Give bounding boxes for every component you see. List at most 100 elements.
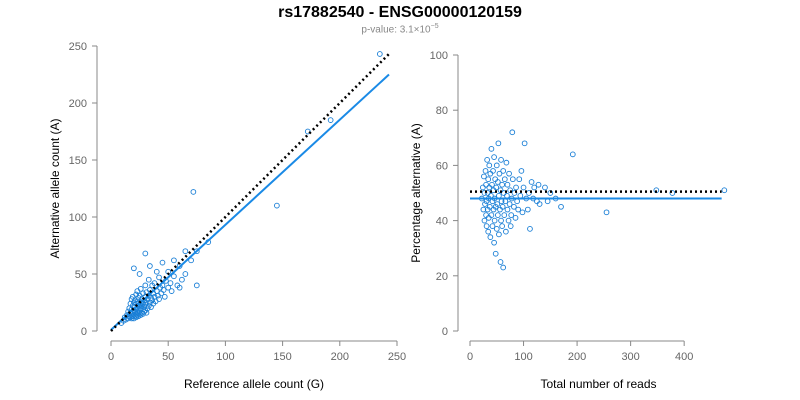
data-point [496, 170, 503, 177]
y-tick-label: 250 [69, 41, 87, 53]
y-tick-label: 60 [436, 160, 448, 172]
data-point [491, 239, 497, 246]
data-point [503, 159, 510, 166]
data-point [501, 176, 508, 183]
data-point [569, 151, 576, 158]
data-point [182, 248, 189, 255]
y-axis-label-right: Percentage alternative (A) [409, 123, 423, 262]
data-point [165, 284, 172, 291]
data-point [492, 250, 499, 257]
data-point [488, 145, 495, 152]
data-point [721, 187, 728, 194]
data-point [145, 276, 152, 283]
data-point [156, 296, 162, 302]
x-tick-label: 0 [467, 351, 473, 363]
y-tick-label: 200 [69, 98, 87, 110]
pvalue-times: × [413, 24, 420, 36]
chart-title: rs17882540 - ENSG00000120159 [278, 4, 522, 21]
data-point [193, 248, 200, 255]
data-point [508, 212, 515, 218]
y-tick-label: 150 [69, 155, 87, 167]
data-point [151, 280, 158, 286]
data-point [190, 189, 197, 195]
x-axis-label-right: Total number of reads [540, 377, 656, 391]
data-point [494, 179, 501, 185]
data-point [485, 228, 492, 235]
data-point [504, 206, 511, 213]
x-tick-label: 200 [568, 351, 586, 363]
y-tick-label: 100 [69, 212, 87, 224]
data-point [193, 282, 200, 289]
data-point [531, 184, 538, 191]
data-point [498, 157, 504, 163]
data-point [493, 226, 500, 232]
data-point [498, 217, 504, 224]
reference-line-left [110, 53, 390, 332]
data-point [142, 250, 149, 257]
y-tick-label: 0 [81, 326, 87, 338]
data-point [488, 212, 495, 218]
data-point [489, 181, 495, 188]
data-point [499, 181, 505, 188]
data-point [515, 206, 522, 213]
pvalue-base: 10 [419, 24, 431, 36]
data-point [480, 206, 487, 213]
data-point [481, 190, 488, 196]
data-point [558, 203, 564, 210]
data-point [485, 214, 492, 221]
data-point [517, 192, 524, 199]
x-tick-label: 250 [388, 351, 406, 363]
data-point [500, 264, 507, 271]
data-point [518, 168, 525, 174]
data-point [544, 198, 551, 205]
data-point [507, 223, 514, 229]
data-point [483, 223, 490, 229]
data-point [506, 201, 513, 207]
y-axis-label-left: Alternative allele count (A) [48, 118, 62, 258]
data-point [497, 206, 503, 213]
data-point [528, 179, 535, 185]
data-point [542, 184, 548, 191]
data-point [509, 129, 516, 136]
data-point [179, 276, 185, 283]
data-point [511, 203, 517, 210]
data-point [504, 192, 510, 199]
data-point [511, 190, 518, 196]
fit-line-left [110, 73, 390, 331]
data-point [153, 268, 160, 275]
data-point [494, 201, 501, 207]
data-point [499, 223, 505, 229]
data-point [484, 190, 491, 196]
data-point [376, 51, 383, 57]
data-point [483, 212, 489, 218]
data-point [493, 162, 500, 169]
data-point [527, 226, 533, 232]
data-point [156, 274, 162, 281]
data-point [136, 271, 143, 277]
data-point [514, 198, 520, 205]
data-point [167, 280, 174, 286]
data-point [500, 190, 507, 196]
data-point [482, 168, 489, 174]
data-point [482, 201, 488, 207]
data-point [137, 285, 144, 292]
data-point [499, 203, 506, 210]
data-point [500, 168, 507, 174]
x-tick-label: 0 [108, 351, 114, 363]
data-point [496, 231, 502, 238]
x-tick-label: 100 [514, 351, 532, 363]
data-point [497, 259, 504, 265]
data-point [489, 223, 496, 229]
y-tick-label: 50 [75, 269, 87, 281]
data-point [481, 173, 487, 180]
chart-subtitle: p-value: 3.1×10−5 [0, 23, 800, 35]
data-point [168, 288, 175, 294]
data-point [494, 212, 501, 218]
y-tick-label: 20 [436, 271, 448, 283]
data-point [535, 181, 542, 188]
data-point [669, 190, 676, 196]
data-point [496, 192, 502, 199]
data-point [171, 273, 177, 280]
data-point [487, 234, 494, 241]
